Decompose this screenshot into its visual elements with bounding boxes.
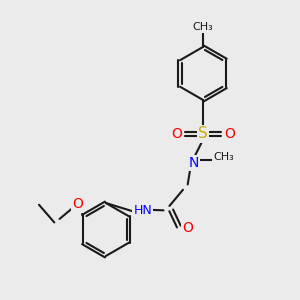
Text: S: S [198,126,208,141]
Text: CH₃: CH₃ [193,22,213,32]
Text: O: O [171,127,182,141]
Text: O: O [72,197,83,212]
Text: HN: HN [133,204,152,217]
Text: O: O [182,221,193,235]
Text: O: O [224,127,235,141]
Text: CH₃: CH₃ [213,152,234,162]
Text: N: N [189,156,200,170]
